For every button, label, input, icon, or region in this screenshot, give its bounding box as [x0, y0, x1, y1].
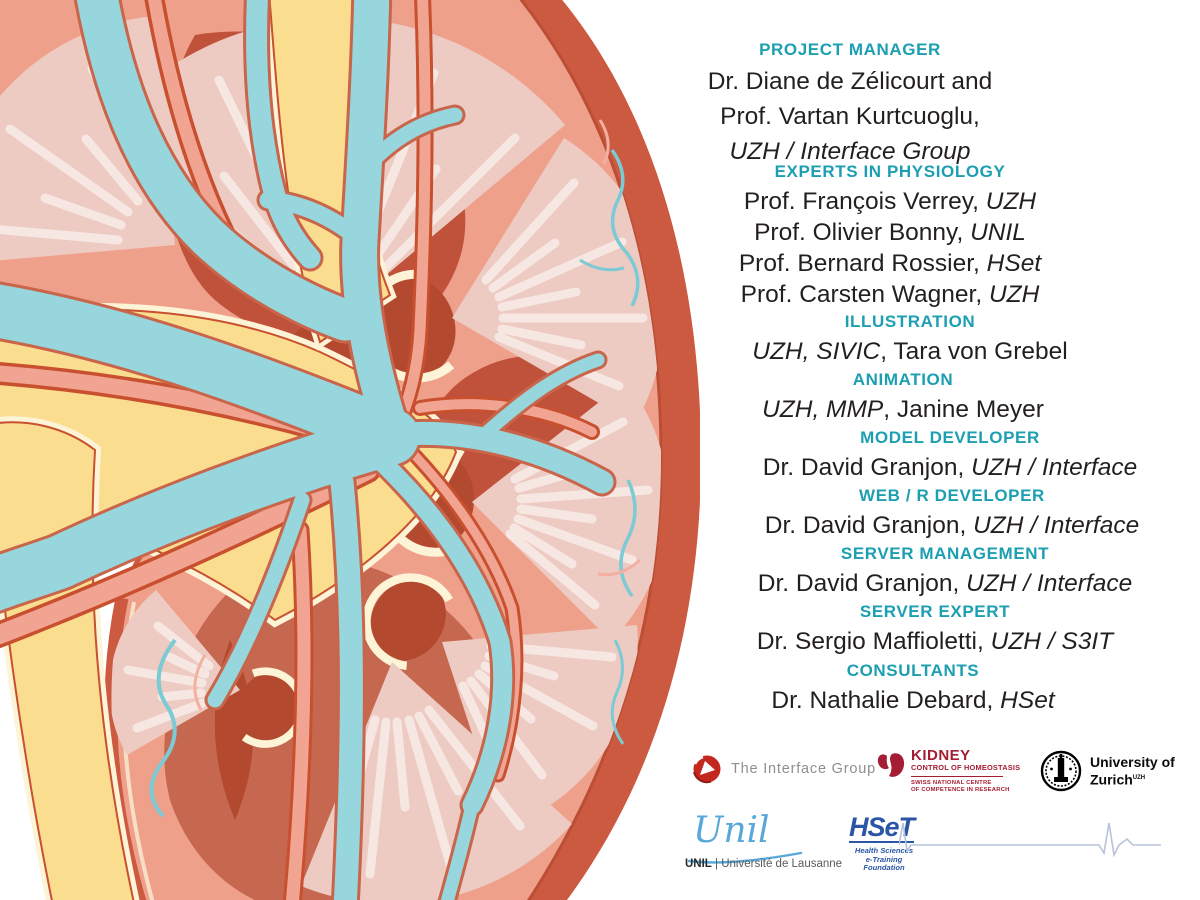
credit-heading: SERVER EXPERT	[859, 602, 1011, 621]
credit-heading: CONSULTANTS	[846, 661, 980, 680]
kidney-capsule	[521, 0, 700, 900]
interface-group-label: The Interface Group	[731, 761, 876, 777]
uzh-logo[interactable]: University of ZurichUZH	[1040, 750, 1175, 792]
unil-script-wordmark: Unil	[693, 810, 770, 851]
credit-section-consultants: CONSULTANTS Dr. Nathalie Debard, HSet	[653, 661, 1173, 716]
credit-heading: WEB / R DEVELOPER	[859, 486, 1045, 505]
credit-section-server-expert: SERVER EXPERT Dr. Sergio Maffioletti, UZH…	[675, 602, 1195, 657]
nccr-divider	[911, 776, 1003, 777]
credit-line: UZH / Interface Group	[729, 138, 971, 165]
credit-heading: PROJECT MANAGER	[759, 40, 941, 59]
kidney-illustration	[0, 0, 700, 900]
ecg-trace-icon	[899, 822, 1161, 858]
credit-line: Prof. Bernard Rossier, HSet	[738, 250, 1042, 277]
credit-line: UZH, MMP, Janine Meyer	[762, 396, 1044, 423]
credit-line: Dr. Sergio Maffioletti, UZH / S3IT	[756, 628, 1114, 655]
credit-line: Dr. Nathalie Debard, HSet	[771, 687, 1055, 714]
nccr-subtitle: CONTROL OF HOMEOSTASIS	[911, 763, 1021, 772]
credit-line: Dr. David Granjon, UZH / Interface	[757, 570, 1133, 597]
credit-line: Prof. Carsten Wagner, UZH	[740, 281, 1040, 308]
credit-section-server-management: SERVER MANAGEMENT Dr. David Granjon, UZH …	[685, 544, 1200, 599]
credits-list: PROJECT MANAGER Dr. Diane de Zélicourt an…	[680, 0, 1200, 900]
credit-line: Dr. Diane de Zélicourt and	[707, 68, 993, 95]
calyx-cup	[362, 573, 453, 670]
unil-logo[interactable]: Unil UNIL | Université de Lausanne	[683, 810, 893, 876]
uzh-line2: Zurich	[1090, 771, 1133, 788]
nccr-tagline1: SWISS NATIONAL CENTRE	[911, 780, 992, 786]
credit-line: Prof. Olivier Bonny, UNIL	[754, 219, 1026, 246]
renal-veins	[0, 0, 617, 900]
credit-line: Dr. David Granjon, UZH / Interface	[764, 512, 1140, 539]
credit-heading: SERVER MANAGEMENT	[840, 544, 1050, 563]
credit-heading: MODEL DEVELOPER	[860, 428, 1040, 447]
credit-section-model-developer: MODEL DEVELOPER Dr. David Granjon, UZH / …	[690, 428, 1200, 483]
credit-line: Prof. Vartan Kurtcuoglu,	[720, 103, 980, 130]
interface-group-icon	[693, 755, 721, 784]
hset-logo[interactable]: HSeT Health Sciences e-Training Foundati…	[843, 813, 1183, 875]
credit-section-animation: ANIMATION UZH, MMP, Janine Meyer	[643, 370, 1163, 425]
nccr-kidney-logo[interactable]: KIDNEY CONTROL OF HOMEOSTASIS SWISS NATI…	[877, 748, 1020, 794]
credit-line: UZH, SIVIC, Tara von Grebel	[752, 338, 1068, 365]
kidney-beans-icon	[877, 753, 905, 777]
credit-heading: ANIMATION	[852, 370, 954, 389]
credit-section-experts-in-physiology: EXPERTS IN PHYSIOLOGY Prof. François Verr…	[630, 162, 1150, 310]
nccr-tagline2: OF COMPETENCE IN RESEARCH	[911, 787, 1010, 793]
credit-section-illustration: ILLUSTRATION UZH, SIVIC, Tara von Grebel	[650, 312, 1170, 367]
hset-caption: Health Sciences e-Training Foundation	[854, 846, 914, 873]
uzh-seal-icon	[1040, 750, 1082, 792]
uzh-line1: University of	[1090, 754, 1175, 771]
credit-line: Prof. François Verrey, UZH	[743, 188, 1037, 215]
unil-caption-name: UNIL	[685, 858, 712, 870]
interlobular-vessels	[149, 119, 642, 818]
unil-caption-rest: | Université de Lausanne	[711, 858, 843, 870]
credit-section-web-r-developer: WEB / R DEVELOPER Dr. David Granjon, UZH …	[692, 486, 1200, 541]
credit-section-project-manager: PROJECT MANAGER Dr. Diane de Zélicourt an…	[590, 40, 1110, 169]
credit-heading: EXPERTS IN PHYSIOLOGY	[774, 162, 1006, 181]
unil-swoosh-icon	[687, 851, 803, 864]
uzh-sup: UZH	[1132, 775, 1146, 782]
interface-group-logo[interactable]: The Interface Group	[692, 754, 876, 784]
credit-heading: ILLUSTRATION	[844, 312, 976, 331]
nccr-title: KIDNEY	[911, 747, 971, 764]
credit-line: Dr. David Granjon, UZH / Interface	[762, 454, 1138, 481]
